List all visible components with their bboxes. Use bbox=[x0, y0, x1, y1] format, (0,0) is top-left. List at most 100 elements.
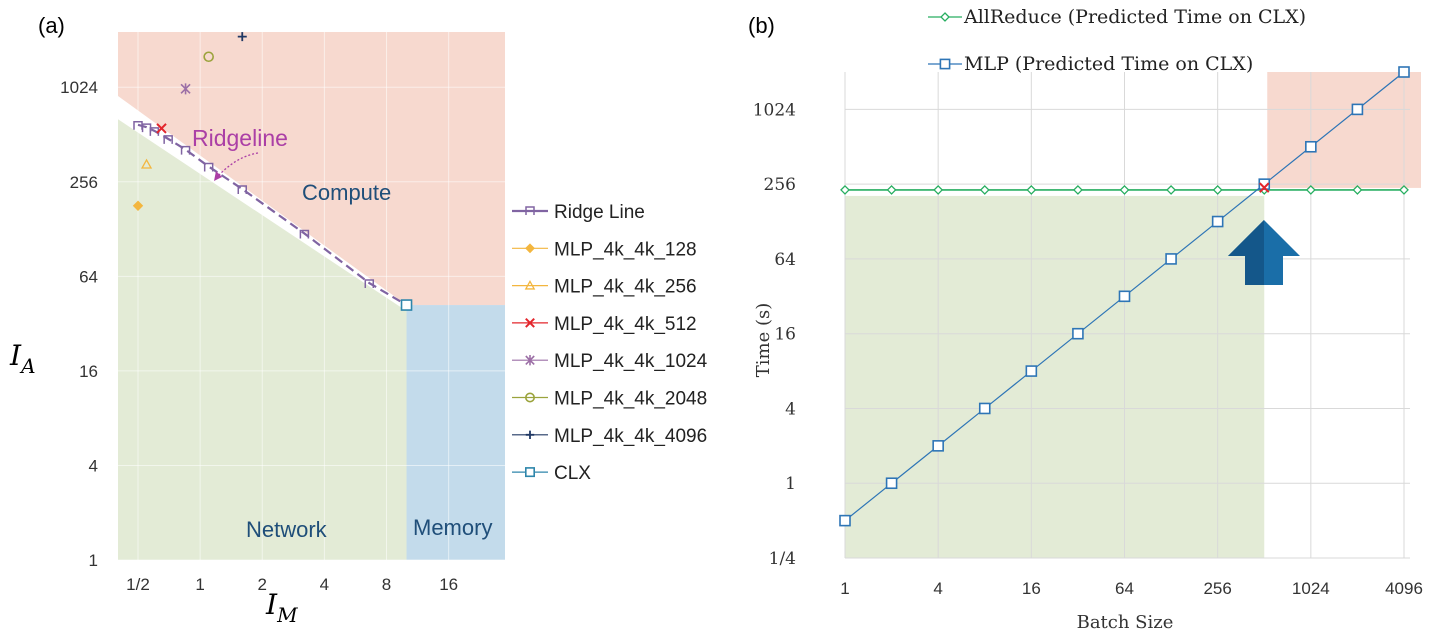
y-tick-label: 256 bbox=[70, 173, 98, 192]
panel-b-series bbox=[839, 66, 1410, 527]
allreduce-point bbox=[1305, 185, 1316, 195]
legend-label: AllReduce (Predicted Time on CLX) bbox=[963, 6, 1306, 28]
y-tick-label: 4 bbox=[785, 399, 796, 419]
mlp-point bbox=[1211, 215, 1224, 228]
ridge-line-step-marker bbox=[299, 229, 310, 239]
panel-a-series bbox=[132, 32, 413, 311]
panel-b-regions bbox=[845, 72, 1421, 558]
y-tick-label: 1/4 bbox=[769, 549, 796, 569]
allreduce-point bbox=[979, 185, 990, 195]
x-tick-label: 4 bbox=[320, 575, 329, 594]
ridgeline-arrow-head bbox=[214, 171, 222, 181]
x-axis-label-a: IM bbox=[265, 588, 298, 627]
ridge-line-step-marker bbox=[203, 162, 214, 172]
allreduce-point bbox=[886, 185, 897, 195]
legend-marker bbox=[524, 392, 535, 403]
x-tick-label: 1024 bbox=[1292, 579, 1330, 598]
ridge-line-step-marker bbox=[163, 135, 173, 144]
memory-region bbox=[406, 305, 505, 560]
point-mlp_4k_4k_4096 bbox=[237, 32, 247, 42]
panel-b: (b) 1 4 16 64 256 1024 4096 1/4 1 4 16 64 256 1024 Al… bbox=[748, 6, 1423, 633]
y-tick-label: 1 bbox=[89, 551, 98, 570]
legend-item-mlp_4k_4k_1024: MLP_4k_4k_1024 bbox=[512, 351, 708, 372]
ridge-line-step-marker bbox=[180, 145, 191, 155]
compute-region bbox=[1267, 72, 1421, 188]
x-tick-label: 4096 bbox=[1385, 579, 1423, 598]
point-mlp_4k_4k_1024 bbox=[180, 83, 191, 95]
allreduce-point bbox=[933, 185, 944, 195]
ridgeline-arrow bbox=[217, 152, 259, 177]
point-mlp_4k_4k_128 bbox=[132, 200, 144, 211]
mlp-point bbox=[1305, 140, 1317, 153]
y-axis-label-a-main: I bbox=[9, 339, 22, 372]
y-axis-label-b: Time (s) bbox=[753, 303, 774, 378]
y-tick-label: 16 bbox=[774, 325, 796, 345]
compute-region-label: Compute bbox=[302, 180, 391, 205]
legend-label: MLP_4k_4k_2048 bbox=[554, 389, 707, 410]
x-tick-label: 16 bbox=[439, 575, 458, 594]
network-region bbox=[845, 195, 1265, 558]
y-tick-label: 64 bbox=[79, 267, 98, 286]
panel-a-grid bbox=[118, 32, 505, 561]
x-axis-label-a-sub: M bbox=[276, 603, 298, 627]
x-tick-label: 8 bbox=[382, 575, 391, 594]
legend-item-allreduce: AllReduce (Predicted Time on CLX) bbox=[928, 6, 1306, 28]
allreduce-point bbox=[1399, 185, 1409, 195]
legend-marker bbox=[524, 467, 535, 478]
legend-label: MLP_4k_4k_1024 bbox=[554, 351, 708, 372]
mlp-point bbox=[932, 440, 944, 452]
panel-b-legend: AllReduce (Predicted Time on CLX) MLP (Pr… bbox=[928, 6, 1306, 75]
y-tick-label: 1024 bbox=[753, 100, 796, 120]
panel-b-grid bbox=[844, 72, 1410, 559]
legend-label: Ridge Line bbox=[554, 202, 645, 223]
panel-b-tick-labels: 1 4 16 64 256 1024 4096 1/4 1 4 16 64 256 1024 bbox=[753, 100, 1423, 598]
panel-b-label: (b) bbox=[748, 13, 775, 38]
crossover-arrow-shade bbox=[1228, 220, 1264, 285]
legend-marker bbox=[525, 355, 535, 366]
ridge-line-step-marker bbox=[237, 185, 248, 195]
mlp-point bbox=[839, 514, 851, 527]
legend-marker bbox=[525, 243, 535, 254]
legend-item-ridge-line: Ridge Line bbox=[512, 202, 645, 223]
legend-item-mlp_4k_4k_4096: MLP_4k_4k_4096 bbox=[512, 426, 707, 447]
legend-item-mlp_4k_4k_256: MLP_4k_4k_256 bbox=[512, 277, 697, 298]
ridge-line-step-marker bbox=[364, 279, 375, 289]
legend-item-mlp: MLP (Predicted Time on CLX) bbox=[928, 53, 1253, 75]
y-tick-label: 4 bbox=[89, 456, 98, 475]
ridge-line bbox=[137, 123, 408, 306]
legend-marker bbox=[525, 317, 535, 328]
mlp-point bbox=[1258, 178, 1271, 190]
legend-item-clx: CLX bbox=[512, 463, 591, 484]
x-tick-label: 256 bbox=[1203, 579, 1231, 598]
x-tick-label: 16 bbox=[1022, 579, 1041, 598]
mlp-point bbox=[1398, 66, 1410, 78]
point-mlp_4k_4k_2048 bbox=[203, 51, 214, 63]
panel-a: (a) 1/2 1 2 4 8 16 1 4 16 64 256 1024 Ridgeline Com… bbox=[9, 13, 708, 627]
panel-a-legend: Ridge Line MLP_4k_4k_128 MLP_4k_4k_256 MLP_… bbox=[512, 202, 708, 484]
legend-item-mlp_4k_4k_128: MLP_4k_4k_128 bbox=[512, 239, 697, 260]
x-axis-label-b: Batch Size bbox=[1077, 612, 1174, 633]
panel-a-regions bbox=[118, 32, 505, 561]
legend-item-mlp_4k_4k_2048: MLP_4k_4k_2048 bbox=[512, 389, 707, 410]
allreduce-point bbox=[1166, 185, 1177, 195]
mlp-point bbox=[1351, 103, 1364, 116]
mlp-point bbox=[1118, 290, 1131, 303]
legend-label: MLP_4k_4k_256 bbox=[554, 277, 697, 298]
x-tick-label: 1/2 bbox=[126, 575, 150, 594]
memory-region-label: Memory bbox=[413, 515, 492, 540]
legend-marker bbox=[939, 58, 951, 70]
point-mlp_4k_4k_256 bbox=[140, 158, 153, 169]
x-tick-label: 1 bbox=[195, 575, 204, 594]
x-tick-label: 4 bbox=[933, 579, 942, 598]
crossover-point bbox=[1259, 182, 1270, 193]
x-tick-label: 1 bbox=[840, 579, 849, 598]
mlp-point bbox=[885, 477, 898, 490]
point-mlp_4k_4k_512 bbox=[156, 123, 167, 134]
point-clx bbox=[400, 299, 413, 311]
legend-marker bbox=[525, 430, 535, 439]
y-axis-label-a-sub: A bbox=[19, 354, 35, 378]
legend-label: MLP_4k_4k_512 bbox=[554, 314, 697, 335]
legend-label: CLX bbox=[554, 463, 591, 484]
allreduce-point bbox=[1119, 185, 1130, 195]
